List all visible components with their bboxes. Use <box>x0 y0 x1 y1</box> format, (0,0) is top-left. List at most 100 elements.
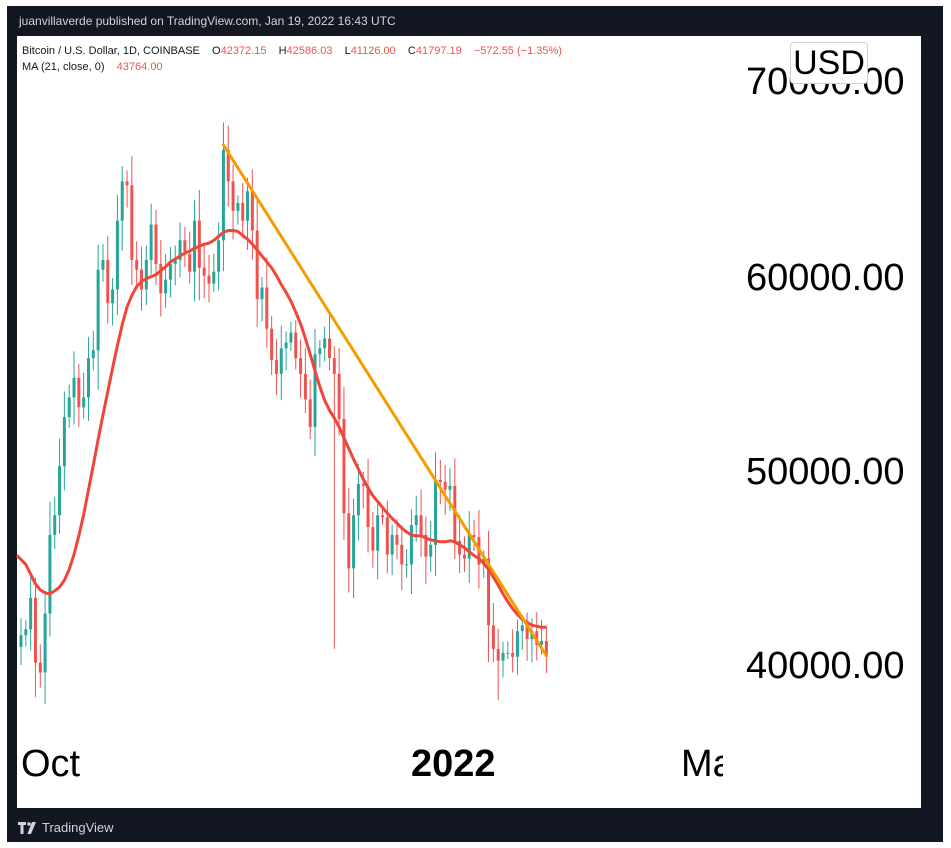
footer-brand: TradingView <box>42 820 114 835</box>
candle-body <box>400 544 404 565</box>
candle-body <box>462 554 466 559</box>
legend-low-value: 41126.00 <box>350 45 396 57</box>
candle-body <box>414 515 418 526</box>
candle-body <box>217 240 221 272</box>
candle-body <box>506 652 510 654</box>
candle-body <box>327 338 331 359</box>
candle-body <box>395 534 399 545</box>
candle-body <box>19 635 23 647</box>
candle-body <box>347 513 351 569</box>
legend-low-label: L <box>344 45 351 57</box>
candle-body <box>212 271 216 284</box>
candle-body <box>303 373 307 400</box>
candle-body <box>520 625 524 632</box>
candle-body <box>101 259 105 270</box>
candle-body <box>236 202 240 211</box>
candle-body <box>323 338 327 349</box>
candle-body <box>342 419 346 514</box>
candle-body <box>38 662 42 673</box>
candle-body <box>159 263 163 294</box>
candle-body <box>140 269 143 290</box>
candle-body <box>429 544 433 557</box>
candle-body <box>496 648 500 661</box>
candle-body <box>515 631 519 657</box>
candle-body <box>544 641 548 657</box>
candle-body <box>289 332 293 343</box>
candle-body <box>308 399 312 427</box>
candle-body <box>231 181 235 211</box>
candle-body <box>91 350 95 359</box>
legend-open-label: O <box>212 45 221 57</box>
candle-body <box>405 564 409 566</box>
candle-body <box>434 479 438 545</box>
candle-body <box>467 534 471 559</box>
candle-body <box>438 479 442 482</box>
legend-change: −572.55 (−1.35%) <box>473 45 562 57</box>
chart-legend: Bitcoin / U.S. Dollar, 1D, COINBASE O423… <box>22 43 562 75</box>
candle-body <box>43 613 47 673</box>
candle-body <box>111 289 115 304</box>
candle-body <box>366 485 370 528</box>
candle-body <box>491 625 495 649</box>
candle-body <box>115 220 119 290</box>
candle-body <box>274 360 278 374</box>
x-tick-label: Ma <box>681 743 723 785</box>
candle-body <box>135 259 139 270</box>
candle-body <box>376 515 380 551</box>
legend-close-label: C <box>407 45 416 57</box>
candle-body <box>58 466 62 516</box>
candle-body <box>221 149 225 241</box>
candle-body <box>371 527 375 551</box>
candle-body <box>67 397 71 418</box>
candle-body <box>318 348 322 355</box>
candle-body <box>260 287 264 300</box>
candle-body <box>202 267 206 276</box>
publisher-text: juanvillaverde published on TradingView.… <box>19 14 396 28</box>
candle-body <box>270 328 274 361</box>
candle-body <box>458 540 462 555</box>
chart-panel[interactable] <box>17 36 921 808</box>
candle-body <box>207 275 211 284</box>
candle-body <box>448 485 452 490</box>
candle-body <box>77 377 81 408</box>
currency-button[interactable]: USD <box>790 42 868 84</box>
candle-body <box>250 191 254 231</box>
ma-line <box>15 229 547 629</box>
footer-bar: TradingView <box>7 814 943 842</box>
candle-body <box>390 534 394 555</box>
legend-open-value: 42372.15 <box>220 45 267 57</box>
candle-body <box>361 483 365 486</box>
legend-symbol: Bitcoin / U.S. Dollar, 1D, COINBASE <box>22 45 200 57</box>
candle-body <box>120 181 124 221</box>
legend-ma-label: MA (21, close, 0) <box>22 61 105 73</box>
legend-row-ma: MA (21, close, 0) 43764.00 <box>22 59 562 75</box>
candle-body <box>419 515 423 535</box>
candle-body <box>424 534 428 557</box>
candle-body <box>337 373 341 420</box>
candle-body <box>246 191 250 221</box>
candle-body <box>197 220 201 268</box>
y-tick-label: 40000.00 <box>746 645 905 687</box>
candle-body <box>173 259 177 264</box>
candle-body <box>299 358 303 374</box>
candle-body <box>409 525 413 565</box>
candle-body <box>487 558 491 626</box>
candle-body <box>226 149 230 182</box>
candle-body <box>183 240 187 255</box>
candle-body <box>62 417 66 467</box>
candle-body <box>164 279 168 294</box>
candle-body <box>511 652 515 657</box>
candle-body <box>53 515 57 535</box>
candle-body <box>24 629 28 636</box>
candle-body <box>144 259 148 290</box>
candle-body <box>294 332 298 359</box>
candle-body <box>356 483 360 516</box>
candle-body <box>284 342 288 349</box>
candles-layer <box>19 122 548 704</box>
candle-body <box>255 230 259 300</box>
candle-body <box>443 481 447 490</box>
candle-body <box>501 652 505 661</box>
candle-body <box>149 224 153 260</box>
candle-body <box>540 641 544 645</box>
